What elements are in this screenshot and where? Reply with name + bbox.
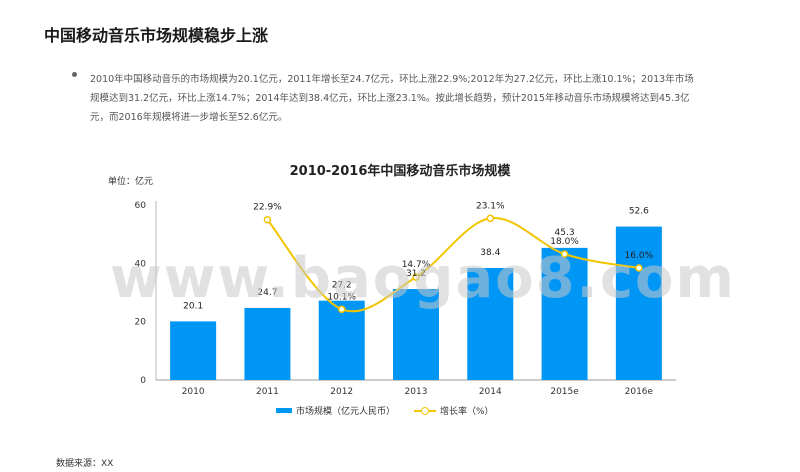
growth-rate-label: 14.7%: [402, 260, 431, 270]
page-title: 中国移动音乐市场规模稳步上涨: [44, 26, 269, 45]
x-tick-label: 2014: [479, 387, 502, 397]
legend-bar-swatch: [276, 408, 292, 413]
summary-text: 2010年中国移动音乐的市场规模为20.1亿元，2011年增长至24.7亿元，环…: [90, 74, 694, 123]
growth-rate-point: [635, 264, 643, 272]
bar-market-size: [170, 321, 217, 380]
legend-item-growth-rate: 增长率（%）: [414, 404, 494, 417]
growth-rate-point: [486, 214, 495, 223]
x-tick-label: 2013: [405, 387, 428, 397]
x-tick-label: 2016e: [625, 387, 654, 397]
bar-value-label: 24.7: [257, 288, 277, 298]
growth-rate-point: [337, 305, 346, 314]
growth-rate-label: 18.0%: [550, 237, 579, 247]
growth-rate-point: [412, 273, 420, 281]
growth-rate-label: 23.1%: [476, 201, 505, 211]
bar-market-size: [318, 300, 365, 380]
growth-rate-label: 22.9%: [253, 203, 282, 213]
x-tick-label: 2010: [182, 387, 205, 397]
chart-title: 2010-2016年中国移动音乐市场规模: [289, 164, 511, 179]
y-tick-label: 40: [135, 259, 147, 269]
growth-rate-label: 16.0%: [625, 251, 654, 261]
label-layer: 20.1 24.7 27.2 31.2 38.4 45.3 52.6 22.9% 10.1% 14…: [183, 201, 653, 311]
legend-line-swatch: [414, 406, 436, 415]
x-tick-label: 2011: [256, 387, 279, 397]
x-tick-label: 2012: [330, 387, 353, 397]
bar-market-size: [615, 226, 662, 380]
bar-market-size: [541, 247, 588, 380]
legend: 市场规模（亿元人民币） 增长率（%）: [0, 404, 800, 420]
growth-rate-point: [560, 250, 569, 258]
unit-label: 单位：亿元: [108, 177, 154, 187]
growth-rate-label: 10.1%: [327, 292, 356, 302]
bar-value-label: 31.2: [406, 269, 426, 279]
data-source: 数据来源：XX: [56, 459, 114, 469]
legend-label-market-size: 市场规模（亿元人民币）: [296, 407, 396, 417]
x-tick-label: 2015e: [550, 387, 579, 397]
line-layer: [263, 214, 643, 314]
bullet-dot: [72, 72, 77, 77]
bar-value-label: 52.6: [629, 207, 649, 217]
bar-market-size: [393, 289, 439, 380]
y-tick-label: 60: [135, 201, 147, 211]
bar-value-label: 20.1: [183, 301, 203, 311]
bar-layer: [170, 226, 662, 380]
legend-item-market-size: 市场规模（亿元人民币）: [276, 404, 395, 417]
bar-value-label: 27.2: [332, 281, 352, 291]
legend-label-growth-rate: 增长率（%）: [440, 407, 494, 417]
watermark: www.baogao8.com: [110, 246, 736, 311]
growth-rate-point: [263, 215, 272, 224]
bar-market-size: [467, 268, 514, 380]
y-tick-label: 0: [140, 376, 146, 386]
bar-value-label: 45.3: [555, 228, 575, 238]
bar-market-size: [244, 307, 291, 380]
y-tick-label: 20: [135, 318, 147, 328]
bar-value-label: 38.4: [480, 248, 500, 258]
